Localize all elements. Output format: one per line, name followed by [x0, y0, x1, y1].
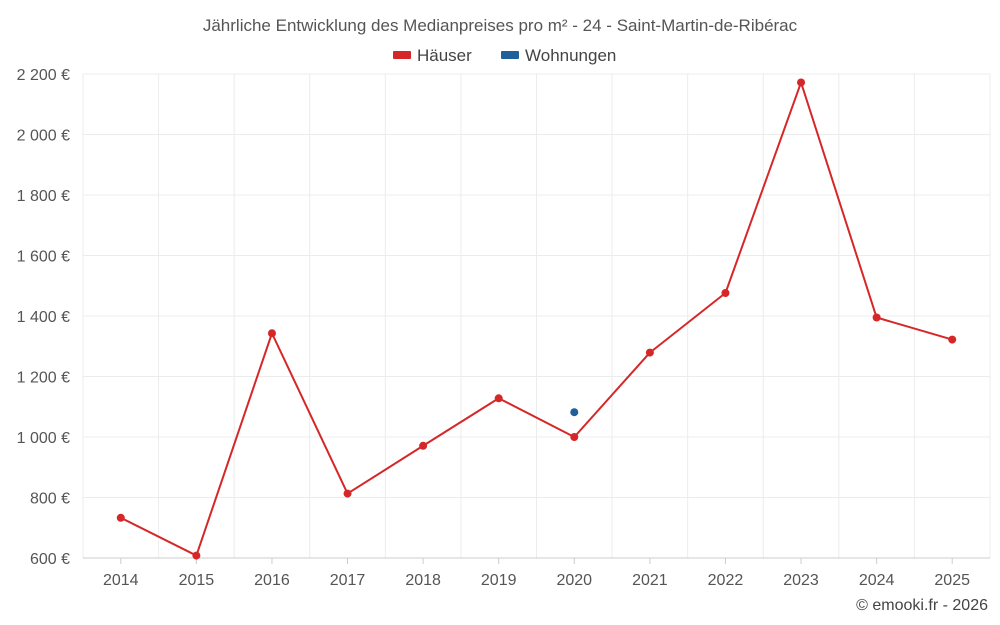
legend-label: Wohnungen: [525, 46, 616, 65]
legend-item[interactable]: Wohnungen: [501, 46, 616, 65]
x-tick-label: 2017: [330, 572, 366, 589]
y-tick-label: 1 000 €: [17, 430, 70, 447]
data-point[interactable]: [343, 489, 352, 498]
y-tick-label: 2 200 €: [17, 67, 70, 84]
x-tick-label: 2020: [556, 572, 592, 589]
x-tick-label: 2016: [254, 572, 290, 589]
x-tick-label: 2022: [708, 572, 744, 589]
x-tick-label: 2014: [103, 572, 139, 589]
y-axis: 600 € 800 € 1 000 € 1 200 € 1 400 € 1 600 € 1 …: [17, 67, 70, 568]
data-point[interactable]: [948, 335, 957, 344]
data-point[interactable]: [570, 433, 579, 441]
data-point[interactable]: [797, 78, 806, 87]
y-tick-label: 1 800 €: [17, 188, 70, 205]
x-tick-label: 2025: [934, 572, 970, 589]
data-point[interactable]: [570, 408, 579, 417]
x-axis: 2014 2015 2016 2017 2018 2019 2020 2021 2022 2023…: [83, 557, 990, 589]
data-point[interactable]: [494, 394, 503, 403]
data-point[interactable]: [419, 441, 428, 450]
series-line-0: [120, 81, 953, 557]
data-point[interactable]: [872, 313, 881, 322]
x-tick-label: 2024: [859, 572, 895, 589]
data-point[interactable]: [192, 551, 201, 560]
legend[interactable]: Häuser Wohnungen: [393, 46, 616, 65]
data-point[interactable]: [645, 348, 654, 357]
y-tick-label: 1 400 €: [17, 309, 70, 326]
legend-swatch: [393, 51, 411, 59]
grid: [82, 73, 991, 559]
x-tick-label: 2018: [405, 572, 441, 589]
x-tick-label: 2015: [179, 572, 215, 589]
data-point[interactable]: [116, 513, 125, 522]
x-tick-label: 2021: [632, 572, 668, 589]
y-tick-label: 800 €: [30, 491, 70, 508]
x-tick-label: 2019: [481, 572, 517, 589]
legend-item[interactable]: Häuser: [393, 46, 472, 65]
chart-title: Jährliche Entwicklung des Medianpreises …: [203, 16, 798, 35]
credit-text: © emooki.fr - 2026: [856, 597, 988, 614]
legend-swatch: [501, 51, 519, 59]
data-point[interactable]: [267, 329, 276, 338]
data-point[interactable]: [721, 289, 730, 298]
plot-area: [116, 78, 957, 560]
y-tick-label: 1 200 €: [17, 370, 70, 387]
x-tick-label: 2023: [783, 572, 819, 589]
legend-label: Häuser: [417, 46, 472, 65]
y-tick-label: 600 €: [30, 551, 70, 568]
y-tick-label: 1 600 €: [17, 249, 70, 266]
y-tick-label: 2 000 €: [17, 128, 70, 145]
